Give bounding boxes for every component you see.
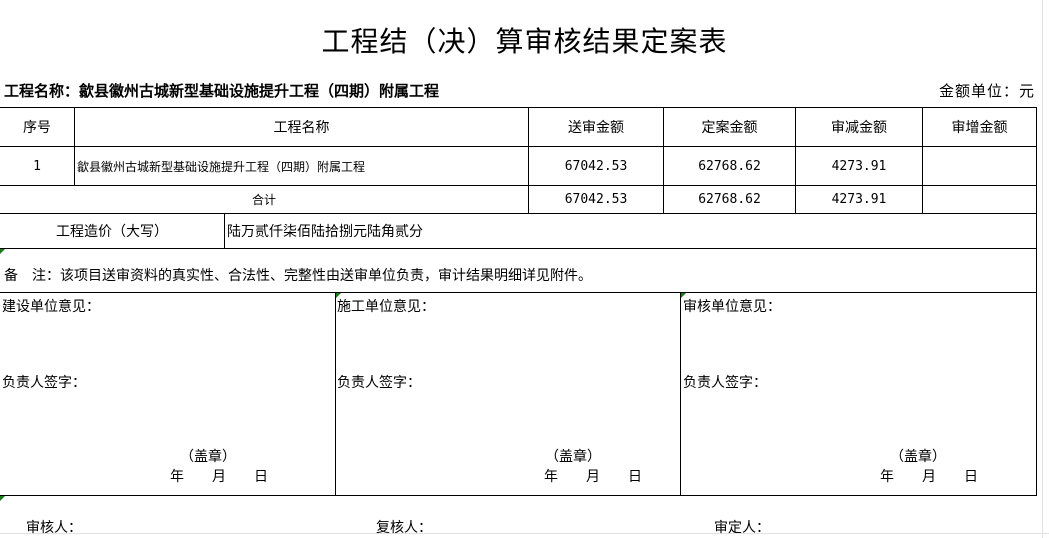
total-increased [922,185,1037,214]
project-name-label: 工程名称：歙县徽州古城新型基础设施提升工程（四期）附属工程 [4,82,440,100]
row-increased [922,146,1037,186]
opinion-box-auditor [680,292,1037,496]
header-increased: 审增金额 [922,107,1037,147]
total-label: 合计 [0,185,529,214]
cell-marker [681,293,686,298]
header-approved: 定案金额 [663,107,796,147]
row-name: 歙县徽州古城新型基础设施提升工程（四期）附属工程 [74,146,529,186]
gridline [0,533,1049,534]
page-title: 工程结（决）算审核结果定案表 [321,25,728,58]
opinion-title: 建设单位意见： [2,299,100,315]
opinion-title: 施工单位意见： [337,299,435,315]
opinion-title: 审核单位意见： [683,299,781,315]
gridline [1042,0,1043,538]
reviewer-label: 审核人： [26,520,82,536]
opinion-date: 年 月 日 [544,469,642,485]
cell-marker [336,293,341,298]
total-submitted: 67042.53 [528,185,664,214]
opinion-seal: （盖章） [180,449,236,465]
total-reduced: 4273.91 [795,185,923,214]
cell-marker [0,249,5,254]
row-reduced: 4273.91 [795,146,923,186]
capital-value: 陆万贰仟柒佰陆拾捌元陆角贰分 [224,213,1037,249]
header-reduced: 审减金额 [795,107,923,147]
opinion-sign: 负责人签字： [683,375,767,391]
header-no: 序号 [0,107,75,147]
opinion-date: 年 月 日 [170,469,268,485]
row-submitted: 67042.53 [528,146,664,186]
opinion-seal: （盖章） [545,449,601,465]
approver-label: 审定人： [714,520,770,536]
total-approved: 62768.62 [663,185,796,214]
opinion-seal: （盖章） [890,449,946,465]
capital-label: 工程造价（大写） [0,213,225,249]
opinion-sign: 负责人签字： [2,375,86,391]
rechecker-label: 复核人： [376,520,432,536]
header-name: 工程名称 [74,107,529,147]
amount-unit-label: 金额单位：元 [938,82,1035,100]
row-no: 1 [0,146,75,186]
opinion-date: 年 月 日 [880,469,978,485]
cell-marker [0,496,5,501]
opinion-box-construction [0,292,336,496]
row-approved: 62768.62 [663,146,796,186]
header-submitted: 送审金额 [528,107,664,147]
opinion-sign: 负责人签字： [337,375,421,391]
note: 备 注：该项目送审资料的真实性、合法性、完整性由送审单位负责，审计结果明细详见附… [0,248,1037,293]
